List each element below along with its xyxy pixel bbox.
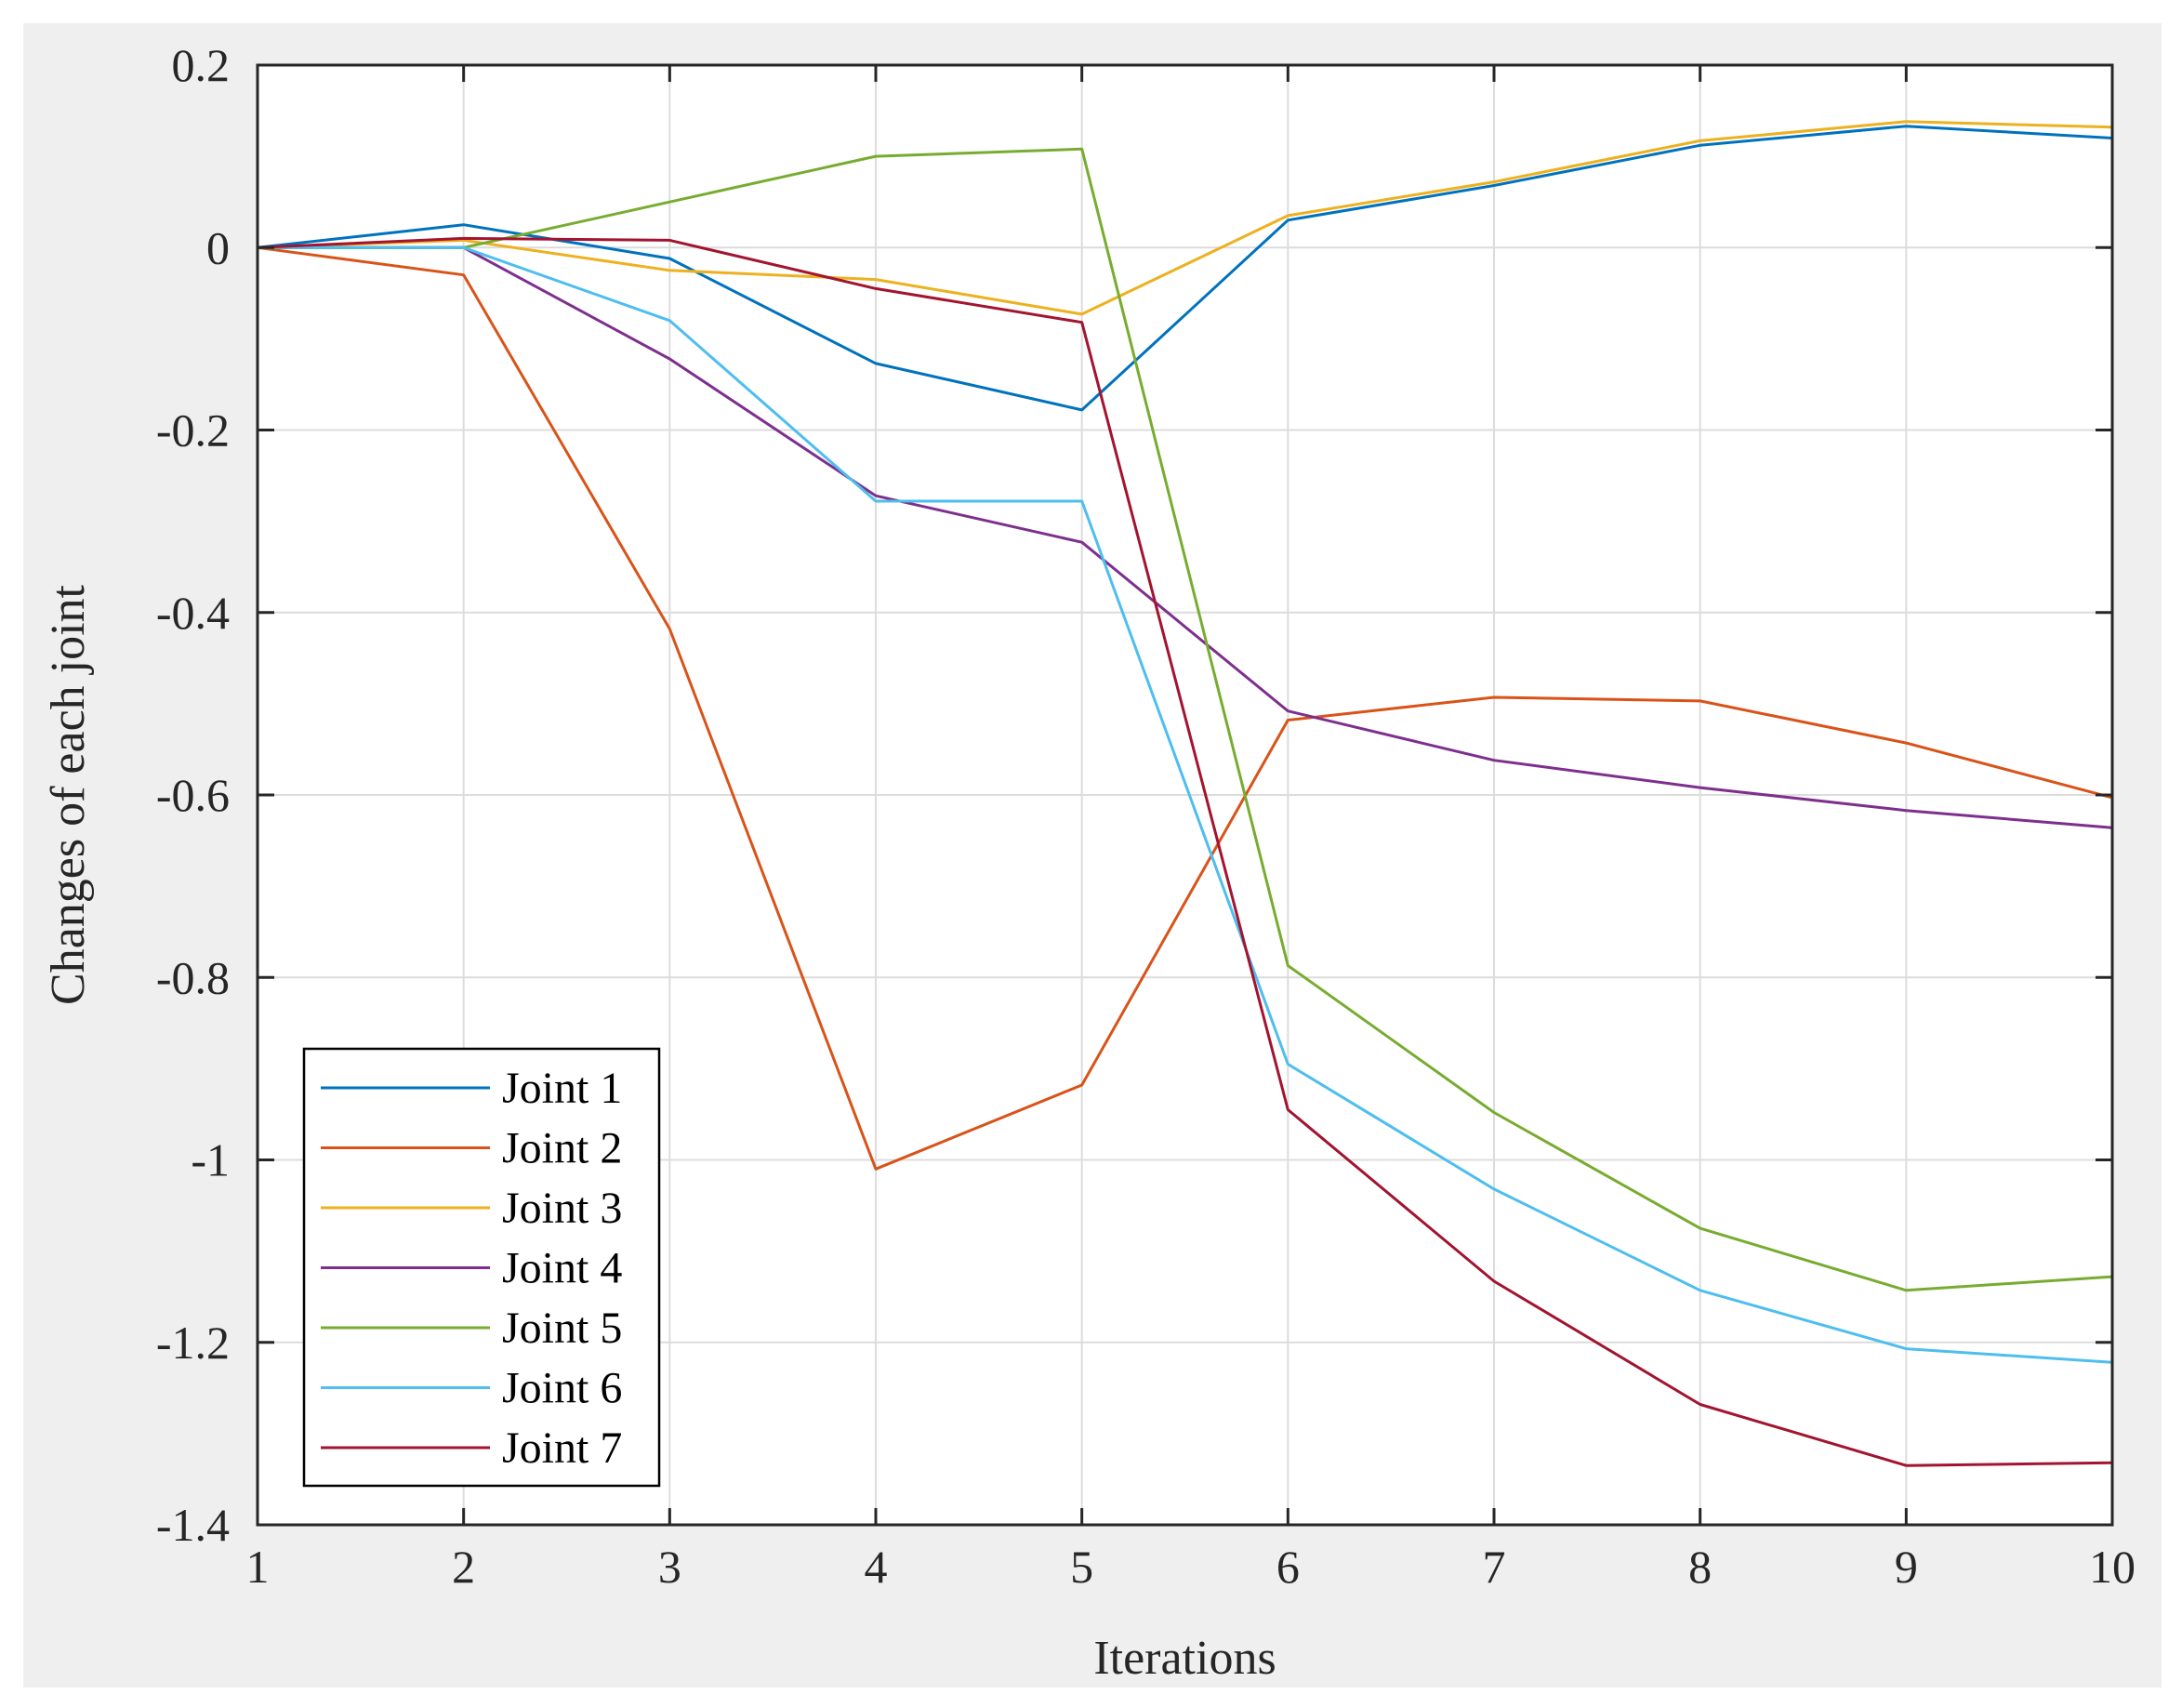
- legend-label-joint-6: Joint 6: [502, 1364, 622, 1413]
- x-tick-labels: 1 2 3 4 5 6 7 8 9 10: [246, 1541, 2136, 1593]
- legend-label-joint-7: Joint 7: [502, 1423, 622, 1473]
- x-tick-label: 8: [1688, 1541, 1712, 1593]
- series-line-joint-2: [257, 245, 2113, 1171]
- x-tick-label: 3: [658, 1541, 681, 1593]
- x-tick-label: 10: [2089, 1541, 2136, 1593]
- series-line-joint-7: [257, 236, 2113, 1467]
- y-tick-label: -1.2: [156, 1317, 230, 1369]
- x-tick-label: 2: [452, 1541, 475, 1593]
- y-tick-label: 0: [206, 221, 230, 273]
- series-line-joint-1: [257, 125, 2113, 412]
- legend-label-joint-3: Joint 3: [502, 1184, 622, 1233]
- legend-label-joint-2: Joint 2: [502, 1124, 622, 1173]
- x-tick-label: 1: [246, 1541, 270, 1593]
- series-line-joint-4: [258, 245, 2113, 829]
- y-tick-label: -1: [191, 1134, 230, 1186]
- series-line-joint-5: [258, 147, 2113, 1292]
- series-line-joint-6: [258, 245, 2113, 1364]
- y-tick-label: -0.8: [156, 951, 230, 1003]
- y-tick-label: -0.4: [156, 587, 230, 639]
- y-tick-label: -1.4: [156, 1499, 230, 1551]
- legend-label-joint-5: Joint 5: [502, 1304, 622, 1353]
- x-tick-label: 7: [1483, 1541, 1506, 1593]
- axis-ticks: [256, 63, 2114, 1527]
- series-lines: [257, 120, 2113, 1467]
- x-axis-label: Iterations: [1093, 1632, 1276, 1685]
- legend-label-joint-1: Joint 1: [502, 1064, 622, 1113]
- x-tick-label: 9: [1895, 1541, 1918, 1593]
- y-axis-label: Changes of each joint: [42, 584, 95, 1005]
- y-tick-labels: 0.2 0 -0.2 -0.4 -0.6 -0.8 -1 -1.2 -1.4: [156, 39, 230, 1551]
- x-tick-label: 4: [865, 1541, 888, 1593]
- legend-label-joint-4: Joint 4: [502, 1244, 622, 1293]
- y-tick-label: -0.6: [156, 769, 230, 821]
- y-tick-label: -0.2: [156, 404, 230, 457]
- x-tick-label: 5: [1070, 1541, 1093, 1593]
- x-tick-label: 6: [1276, 1541, 1300, 1593]
- y-tick-label: 0.2: [172, 39, 231, 91]
- series-line-joint-3: [257, 120, 2113, 316]
- legend: Joint 1 Joint 2 Joint 3 Joint 4 Joint 5 Joint…: [302, 1047, 661, 1488]
